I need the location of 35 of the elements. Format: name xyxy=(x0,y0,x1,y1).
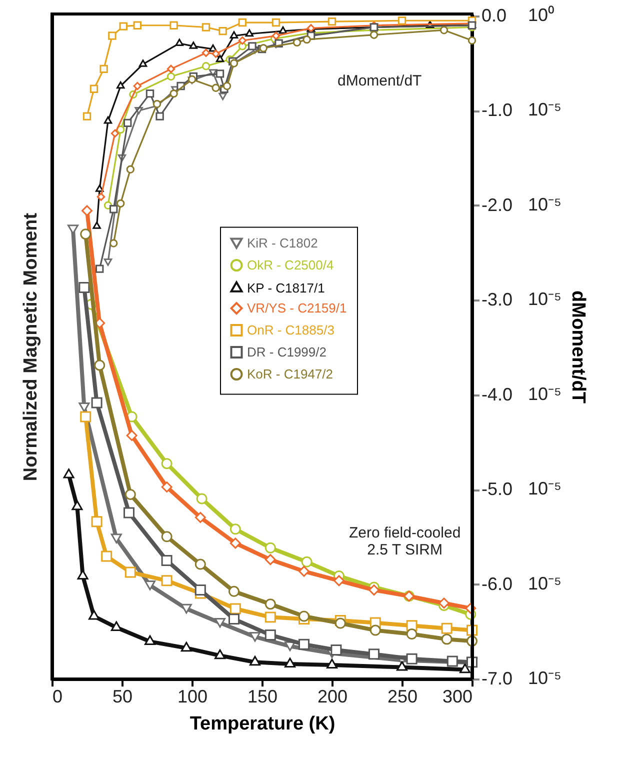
text: 10⁻⁵ xyxy=(528,289,562,310)
text: 10⁻⁵ xyxy=(528,100,562,120)
x-tick-label: 100 xyxy=(177,686,208,706)
y-tick-label: -1.0 xyxy=(482,100,513,120)
legend-label: OkR - C2500/4 xyxy=(247,257,334,272)
text: 10⁰ xyxy=(528,4,554,25)
legend-label: OnR - C1885/3 xyxy=(247,322,334,338)
x-tick-label: 150 xyxy=(247,686,278,706)
text: 10⁻⁵ xyxy=(528,573,562,594)
x-tick-label: 200 xyxy=(317,686,348,706)
text: 10⁻⁵ xyxy=(528,384,562,404)
x-tick-label: 50 xyxy=(112,686,133,706)
annotation: Zero field-cooled 2.5 T SIRM xyxy=(348,524,461,559)
x-tick-label: 300 xyxy=(442,686,472,706)
y-tick-label: -3.0 xyxy=(482,290,513,310)
x-tick-label: 0 xyxy=(52,686,63,706)
y-tick-label: -6.0 xyxy=(482,574,513,594)
y-axis-title: Normalized Magnetic Moment xyxy=(20,212,42,482)
legend-label: DR - C1999/2 xyxy=(247,344,326,360)
legend-label: KoR - C1947/2 xyxy=(247,366,333,382)
text: 10⁻⁵ xyxy=(528,668,562,688)
x-tick-label: 250 xyxy=(387,686,418,706)
x-axis-title: Temperature (K) xyxy=(190,714,336,734)
text: 10⁻⁵ xyxy=(528,478,562,499)
legend-label: KiR - C1802 xyxy=(247,235,318,250)
y-tick-label: -4.0 xyxy=(482,384,513,404)
y-tick-label: -7.0 xyxy=(482,668,513,688)
legend-label: VR/YS - C2159/1 xyxy=(247,300,347,316)
y-tick-label: -2.0 xyxy=(482,194,513,215)
text: 10⁻⁵ xyxy=(528,194,562,214)
y-axis-title: dMoment/dT xyxy=(568,290,589,404)
y-tick-label: 0.0 xyxy=(482,5,507,26)
legend-label: KP - C1817/1 xyxy=(247,280,325,296)
y-tick-label: -5.0 xyxy=(482,479,513,500)
annotation: dMoment/dT xyxy=(338,72,422,90)
